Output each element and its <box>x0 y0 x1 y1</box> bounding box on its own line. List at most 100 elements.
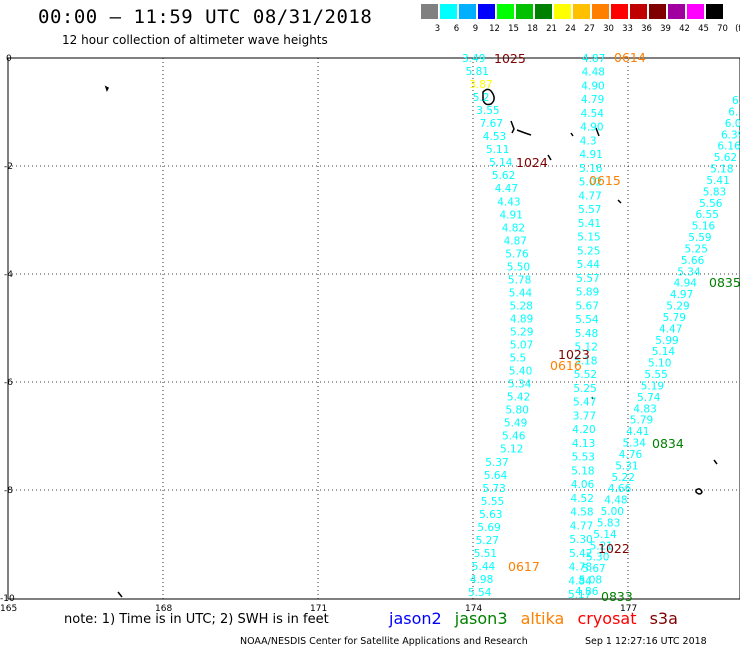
track-time-label: 0833 <box>601 589 633 604</box>
island <box>117 591 123 598</box>
swh-value: 5.63 <box>479 509 502 521</box>
swh-value: 5.76 <box>505 248 529 260</box>
swh-value: 5.21 <box>590 540 613 552</box>
swh-value: 4.89 <box>510 314 533 326</box>
swh-value: 5.16 <box>579 163 603 175</box>
y-tick-label: -2 <box>4 162 13 172</box>
island <box>104 85 110 92</box>
swh-value: 3.77 <box>573 410 596 422</box>
swh-value: 4.78 <box>569 562 592 574</box>
swh-value: 5.57 <box>578 204 601 216</box>
swh-value: 5.44 <box>509 287 533 299</box>
swh-value: 4.13 <box>572 438 595 450</box>
swh-value: 4.06 <box>571 479 595 491</box>
swh-value: 5.50 <box>507 261 530 273</box>
track-time-label: 1023 <box>558 347 590 362</box>
swh-value: 5.22 <box>612 472 635 484</box>
swh-value: 5.78 <box>508 274 531 286</box>
swh-value: 4.86 <box>575 586 599 598</box>
swh-value: 5.14 <box>652 346 676 358</box>
swh-value: 5.69 <box>477 522 500 534</box>
swh-value: 5.25 <box>573 383 596 395</box>
swh-value: 4.79 <box>581 94 604 106</box>
legend-label: 27 <box>584 24 595 34</box>
swh-value: 6.39 <box>721 129 740 141</box>
swh-value: 6.55 <box>696 209 719 221</box>
satellite-legend: jason2 jason3 altika cryosat s3a <box>389 609 686 628</box>
swh-value: 5.2 <box>473 92 490 104</box>
footer-timestamp: Sep 1 12:27:16 UTC 2018 <box>585 636 707 647</box>
island-outlines <box>104 85 718 598</box>
satellite-jason2: jason2 <box>389 609 442 628</box>
swh-value: 5.55 <box>644 369 667 381</box>
swh-value: 4.76 <box>619 449 643 461</box>
swh-value: 5.37 <box>485 457 508 469</box>
legend-label: 12 <box>489 24 500 34</box>
swh-value: 5.83 <box>703 186 726 198</box>
legend-swatch <box>535 4 552 19</box>
swh-value: 5.14 <box>593 529 617 541</box>
swh-value: 5.31 <box>615 460 638 472</box>
swh-value: 4.48 <box>604 495 627 507</box>
swh-value: 5.12 <box>575 342 598 354</box>
swh-value: 5.74 <box>637 392 661 404</box>
swh-value: 4.20 <box>572 424 595 436</box>
x-tick-label: 171 <box>310 604 327 614</box>
swh-value: 4.47 <box>659 323 682 335</box>
swh-value: 4.53 <box>483 131 506 143</box>
swh-value: 4.87 <box>504 235 527 247</box>
swh-value: 5.34 <box>508 379 532 391</box>
swh-value: 5.48 <box>575 328 598 340</box>
legend-label: 45 <box>698 24 709 34</box>
legend-swatch <box>630 4 647 19</box>
legend-swatch <box>668 4 685 19</box>
satellite-altika: altika <box>520 609 565 628</box>
swh-value: 5.15 <box>577 232 600 244</box>
header: 00:00 – 11:59 UTC 08/31/2018 12 hour col… <box>0 0 740 55</box>
legend-swatch <box>516 4 533 19</box>
legend-label: 70 <box>717 24 728 34</box>
legend-label: 30 <box>603 24 614 34</box>
swh-value: 5.16 <box>692 221 716 233</box>
swh-value: 4.91 <box>580 149 603 161</box>
swh-value: 4.82 <box>502 222 525 234</box>
y-tick-label: -10 <box>0 594 15 604</box>
swh-value: 4.77 <box>578 190 601 202</box>
swh-value: 5.18 <box>571 465 594 477</box>
swh-value: 5.12 <box>500 444 523 456</box>
swh-value: 5.25 <box>577 245 600 257</box>
swh-value: 5.54 <box>468 587 492 599</box>
track-time-label: 0615 <box>589 173 621 188</box>
island <box>516 129 532 136</box>
x-tick-label: 168 <box>155 604 172 614</box>
swh-value: 5.30 <box>586 552 609 564</box>
swh-value: 5.51 <box>474 548 497 560</box>
swh-values-layer: 3.495.813.875.23.557.674.535.115.145.624… <box>462 53 740 601</box>
swh-value: 3.49 <box>462 53 485 65</box>
legend-swatch <box>706 4 723 19</box>
swh-value: 5.57 <box>576 273 599 285</box>
swh-value: 4.66 <box>608 483 632 495</box>
swh-value: 4.98 <box>470 574 493 586</box>
swh-value: 5.29 <box>510 327 533 339</box>
swh-value: 4.90 <box>580 122 603 134</box>
legend-label: 33 <box>622 24 633 34</box>
legend-label: 36 <box>641 24 652 34</box>
swh-value: 5.02 <box>579 177 602 189</box>
swh-value: 4.48 <box>582 67 605 79</box>
track-time-label: 0616 <box>550 358 582 373</box>
swh-value: 5.19 <box>641 381 664 393</box>
swh-value: 5.79 <box>663 312 686 324</box>
legend-label: (ft) <box>735 24 740 34</box>
track-time-label: 1022 <box>598 541 630 556</box>
plot-frame <box>7 57 740 600</box>
swh-value: 6.16 <box>717 141 740 153</box>
map-subtitle: 12 hour collection of altimeter wave hei… <box>62 33 328 47</box>
swh-value: 5.14 <box>489 157 513 169</box>
legend-swatch <box>478 4 495 19</box>
swh-value: 3.87 <box>469 79 492 91</box>
legend-label: 15 <box>508 24 519 34</box>
swh-value: 4.94 <box>674 278 698 290</box>
